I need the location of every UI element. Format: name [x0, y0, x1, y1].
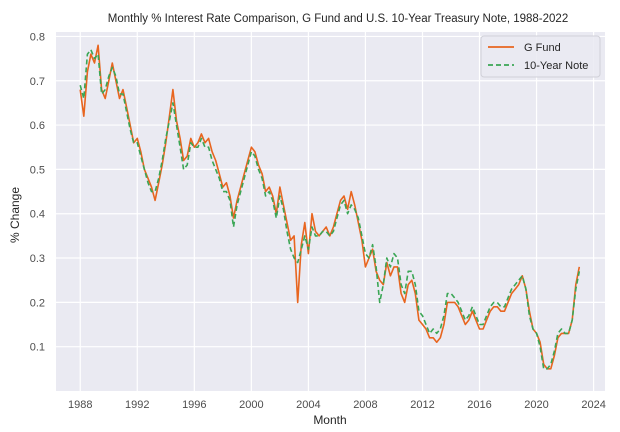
- y-tick-label: 0.4: [30, 209, 45, 221]
- y-tick-label: 0.5: [30, 164, 45, 176]
- x-tick-label: 2008: [353, 399, 377, 411]
- x-tick-label: 2024: [581, 399, 605, 411]
- x-tick-label: 2000: [239, 399, 263, 411]
- grid: [56, 32, 605, 391]
- series-layer: [79, 44, 581, 370]
- y-tick-label: 0.8: [30, 31, 45, 43]
- y-axis-label: % Change: [8, 187, 22, 243]
- chart-title: Monthly % Interest Rate Comparison, G Fu…: [108, 13, 568, 25]
- y-tick-label: 0.7: [30, 76, 45, 88]
- legend-label-10-year-note: 10-Year Note: [524, 60, 588, 72]
- x-tick-label: 2004: [296, 399, 320, 411]
- y-tick-label: 0.1: [30, 342, 45, 354]
- x-axis-label: Month: [313, 413, 346, 427]
- x-tick-label: 2020: [524, 399, 548, 411]
- y-tick-label: 0.6: [30, 120, 45, 132]
- y-axis-ticks: 0.1 0.2 0.3 0.4 0.5 0.6 0.7 0.8: [30, 31, 45, 353]
- y-tick-label: 0.3: [30, 253, 45, 265]
- legend-label-g-fund: G Fund: [524, 42, 561, 54]
- x-tick-label: 2012: [410, 399, 434, 411]
- x-axis-ticks: 1988 1992 1996 2000 2004 2008 2012 2016 2020 2024: [68, 399, 606, 411]
- plot-background: [56, 32, 605, 391]
- x-tick-label: 1996: [182, 399, 206, 411]
- x-tick-label: 2016: [467, 399, 491, 411]
- x-tick-label: 1988: [68, 399, 92, 411]
- legend: G Fund 10-Year Note: [480, 35, 601, 78]
- x-tick-label: 1992: [125, 399, 149, 411]
- y-tick-label: 0.2: [30, 297, 45, 309]
